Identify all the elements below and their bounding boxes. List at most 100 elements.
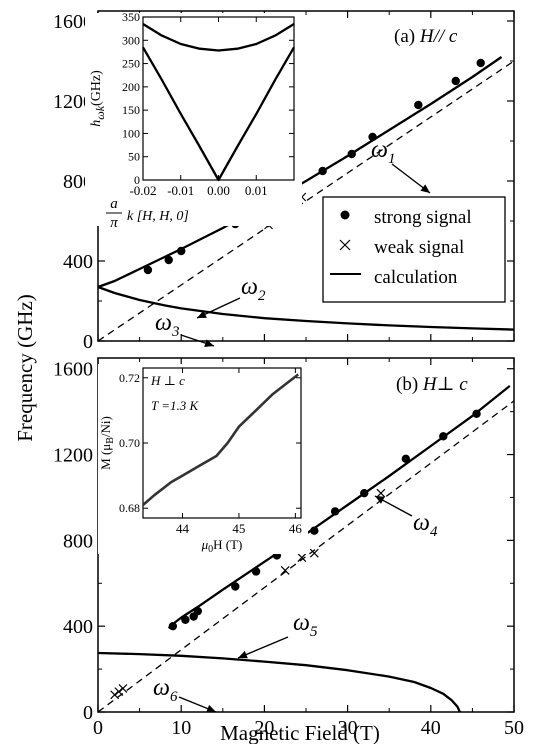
- legend-dot-icon: [340, 210, 350, 220]
- inset-x-label-numerator: a: [110, 196, 118, 212]
- curve-label-omega: ω: [153, 675, 170, 701]
- inset-x-tick-label: -0.02: [129, 183, 156, 198]
- inset-x-tick-label: -0.01: [167, 183, 194, 198]
- curve-label-omega: ω: [371, 137, 388, 163]
- omega3-arrow: [180, 334, 215, 347]
- inset-y-tick-label: 300: [122, 33, 140, 47]
- inset-y-label-h: h: [89, 120, 104, 127]
- inset-y-label-unit: (GHz): [89, 70, 104, 106]
- strong-signal-point: [181, 615, 190, 624]
- weak-signal-point: [297, 553, 307, 562]
- curve-label-sub: 2: [258, 288, 266, 304]
- inset-y-tick-label: 150: [122, 103, 140, 117]
- strong-signal-point: [414, 100, 423, 110]
- strong-signal-point: [231, 582, 240, 591]
- curve-label: ω6: [153, 675, 178, 705]
- y-tick-label: 1200: [53, 91, 93, 113]
- omega4-arrow-head: [375, 496, 385, 504]
- inset-y-label-sub: B: [105, 437, 116, 444]
- x-tick-label: 20: [254, 717, 274, 739]
- inset-x-label-rest: k [H, H, 0]: [127, 209, 189, 224]
- strong-signal-point: [164, 255, 173, 265]
- weak-signal-point: [309, 548, 319, 558]
- inset-y-label: hωk(GHz): [89, 70, 107, 127]
- inset-dispersion-curve: [142, 23, 295, 52]
- legend-label: weak signal: [374, 237, 464, 258]
- omega1-arrow: [391, 163, 431, 194]
- inset-y-tick-label: 0: [134, 173, 140, 187]
- x-axis-label: Magnetic Field (T): [220, 721, 380, 744]
- inset-dispersion-curve: [142, 46, 295, 182]
- omega5-arrow-shaft: [237, 636, 289, 659]
- inset-y-tick-label: 0.70: [119, 436, 140, 450]
- inset-y-tick-label: 0.72: [119, 371, 140, 385]
- inset-y-tick-label: 0.68: [119, 501, 140, 515]
- panel-condition: H// c: [415, 26, 458, 47]
- weak-signal-point: [376, 488, 386, 498]
- x-tick-label: 10: [171, 717, 191, 739]
- x-tick-label: 0: [93, 717, 103, 739]
- y-tick-label: 0: [83, 702, 93, 724]
- inset-a: 0 50 100 150 200 250 300 350 -0.02 -0.01 0.00 0.01 h…: [85, 10, 302, 231]
- calculation-curve: [97, 285, 515, 331]
- inset-x-tick-label: 0.00: [207, 183, 230, 198]
- weak-signal-point-stroke-2: [110, 690, 120, 700]
- y-tick-label: 400: [63, 616, 93, 638]
- panel-condition: H⊥ c: [418, 374, 468, 395]
- omega3-arrow-head: [204, 339, 214, 347]
- curve-label-omega: ω: [241, 274, 258, 300]
- inset-condition: H ⊥ c: [150, 373, 185, 388]
- legend-label: strong signal: [374, 207, 472, 228]
- curve-label: ω4: [413, 510, 438, 540]
- inset-x-tick-label: 46: [289, 521, 303, 536]
- inset-x-label-sub: 0: [208, 544, 213, 555]
- legend: strong signal weak signal calculation: [322, 196, 506, 303]
- inset-y-label: M (μB/Ni): [98, 416, 116, 470]
- inset-y-label-tail: /Ni): [98, 416, 113, 437]
- dashed-line: [97, 400, 515, 713]
- inset-y-tick-label: 50: [128, 150, 140, 164]
- weak-signal-point-stroke-2: [376, 488, 386, 498]
- inset-y-label-sub: ωk: [93, 105, 107, 119]
- inset-b: 0.68 0.70 0.72 44 45 46 H ⊥ c T =1.3 K M (μB/Ni)…: [98, 364, 308, 555]
- y-tick-label: 1600: [53, 11, 93, 33]
- curve-label-omega: ω: [293, 610, 310, 636]
- y-tick-label: 400: [63, 251, 93, 273]
- panel-label: (b) H⊥ c: [396, 374, 468, 395]
- strong-signal-point: [451, 76, 460, 86]
- x-tick-label: 50: [504, 717, 524, 739]
- omega5-arrow: [237, 636, 289, 659]
- curve-label-omega: ω: [155, 310, 172, 336]
- omega1-arrow-head: [420, 184, 430, 193]
- inset-magnetization-curve: [142, 373, 299, 506]
- inset-y-tick-label: 100: [122, 126, 140, 140]
- weak-signal-point: [280, 565, 290, 575]
- strong-signal-point: [401, 454, 411, 464]
- legend-cross-icon-stroke-2: [339, 239, 351, 251]
- curve-label: ω5: [293, 610, 318, 640]
- omega2-arrow-head: [197, 310, 207, 318]
- inset-x-label-tail: H (T): [213, 537, 242, 552]
- inset-y-tick-label: 350: [122, 10, 140, 24]
- y-axis-label: Frequency (GHz): [13, 294, 37, 442]
- inset-x-label-denominator: π: [110, 215, 118, 231]
- curve-label: ω2: [241, 274, 266, 304]
- panel-id: (a): [394, 26, 415, 47]
- y-tick-label: 1200: [53, 445, 93, 467]
- inset-temperature: T =1.3 K: [151, 398, 200, 413]
- inset-background: [85, 13, 302, 226]
- panel-id: (b): [396, 374, 418, 395]
- curve-label: ω1: [371, 137, 395, 167]
- curve-label-sub: 6: [170, 689, 178, 705]
- inset-x-label: μ0H (T): [201, 537, 243, 555]
- calculation-curve: [97, 651, 461, 713]
- strong-signal-point: [143, 265, 153, 275]
- omega2-arrow: [196, 297, 241, 319]
- inset-x-label: k [H, H, 0]: [127, 209, 189, 224]
- curve-label-omega: ω: [413, 510, 430, 536]
- y-tick-label: 800: [63, 530, 93, 552]
- y-tick-label: 0: [83, 331, 93, 353]
